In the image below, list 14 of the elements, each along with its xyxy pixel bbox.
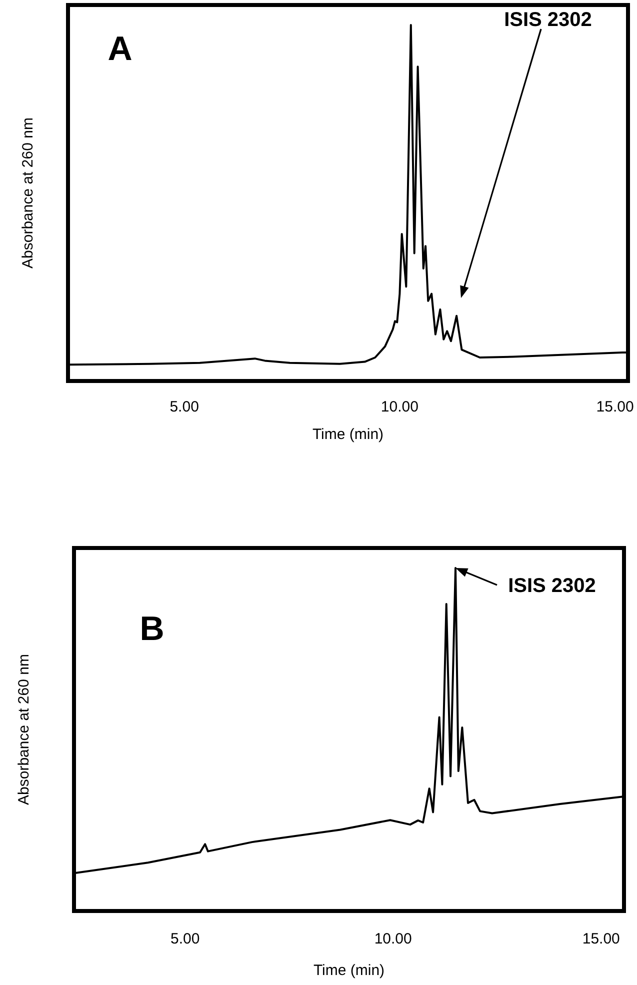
x-tick-label: 15.00 (596, 398, 634, 416)
annotation: B (140, 610, 164, 648)
x-tick-label: 5.00 (170, 398, 199, 416)
x-axis-title: Time (min) (312, 426, 384, 443)
annotation: A (108, 30, 132, 68)
annotation: ISIS 2302 (508, 575, 596, 597)
y-axis-title: Absorbance at 260 nm (20, 118, 36, 268)
x-axis-title: Time (min) (313, 962, 385, 979)
x-tick-label: 10.00 (374, 930, 412, 948)
x-tick-label: 15.00 (582, 930, 620, 948)
y-axis-title: Absorbance at 260 nm (16, 654, 32, 805)
x-tick-label: 10.00 (380, 398, 418, 416)
x-tick-label: 5.00 (170, 930, 200, 948)
annotation: ISIS 2302 (504, 9, 592, 31)
